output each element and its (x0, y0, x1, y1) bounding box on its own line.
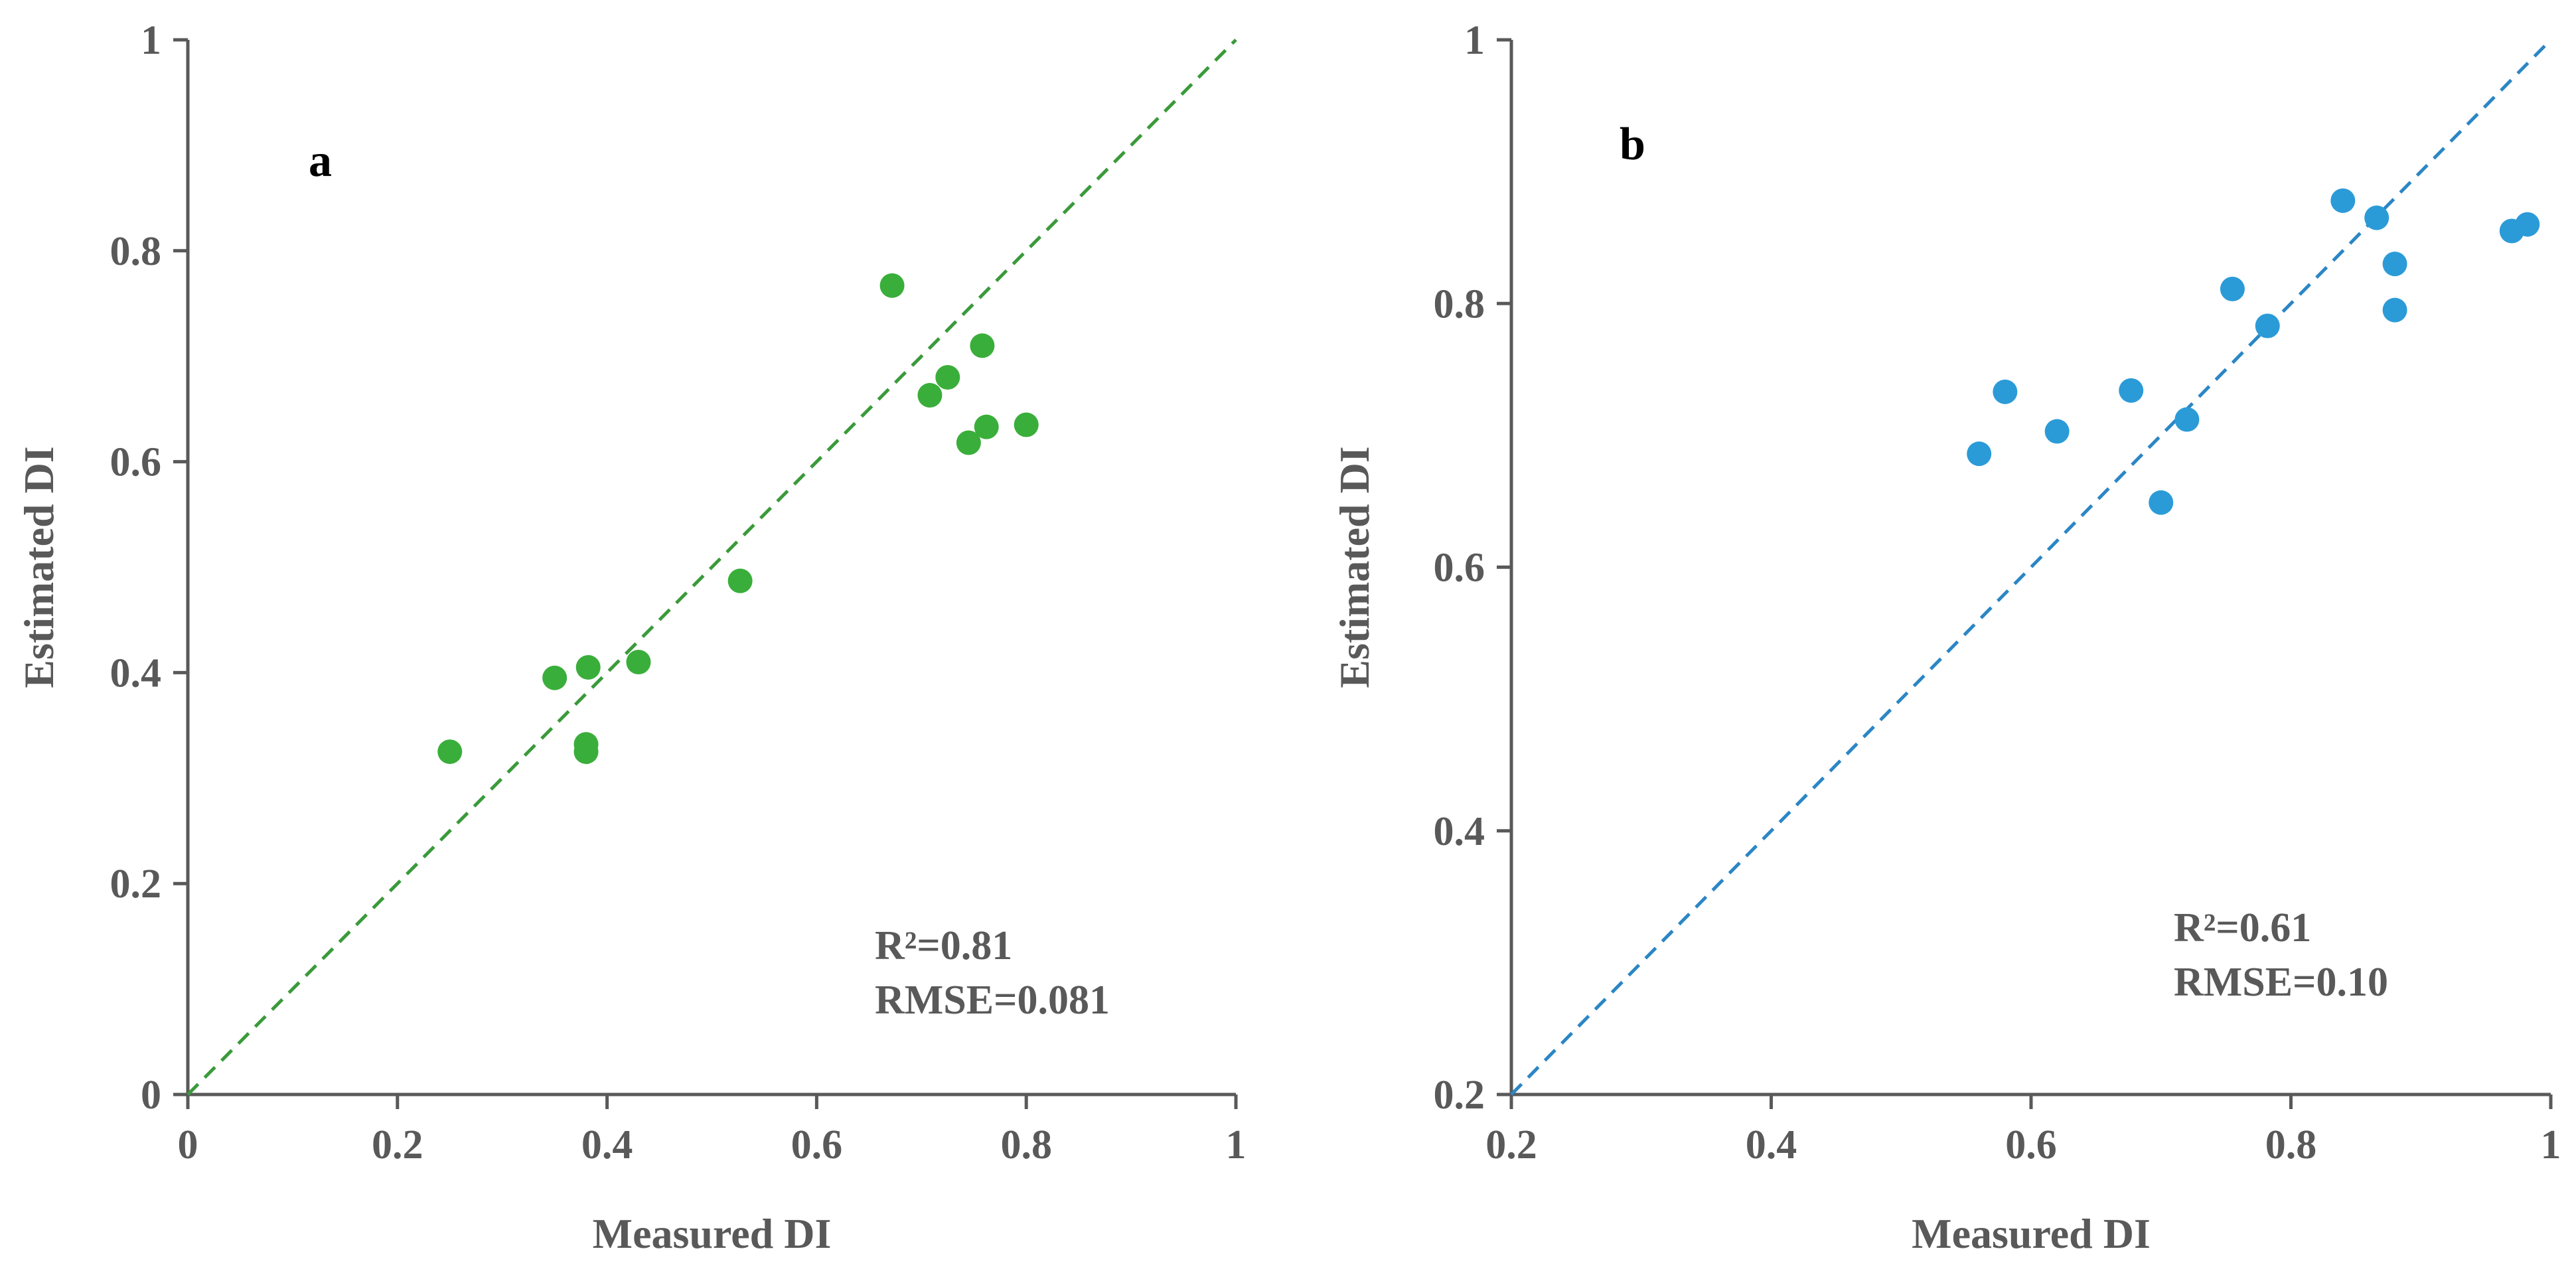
data-point (2382, 252, 2407, 277)
r-squared-annotation: R²=0.81 (875, 923, 1012, 968)
y-tick-label: 0 (141, 1073, 161, 1118)
data-point (2174, 407, 2200, 432)
y-tick-label: 0.6 (110, 440, 162, 485)
x-tick-label: 0.6 (2005, 1122, 2057, 1168)
data-point (1014, 412, 1039, 437)
data-point (974, 414, 999, 439)
x-tick-label: 0.8 (1000, 1122, 1052, 1168)
data-point (2149, 490, 2174, 515)
data-point (956, 430, 981, 455)
data-point (879, 273, 905, 298)
panel-label: a (309, 135, 332, 187)
x-tick-label: 1 (2541, 1122, 2561, 1168)
r-squared-annotation: R²=0.61 (2174, 905, 2311, 950)
x-tick-label: 0.2 (372, 1122, 423, 1168)
x-tick-label: 0.2 (1485, 1122, 1537, 1168)
scatter-panel-a: 0 0.2 0.4 0.6 0.8 1 0 0.2 0.4 0.6 0.8 1 a R²=0.81 RMSE… (15, 18, 1247, 1257)
data-point (1993, 379, 2018, 404)
y-tick-label: 1 (1464, 18, 1485, 63)
panel-label: b (1620, 119, 1645, 170)
rmse-annotation: RMSE=0.10 (2174, 960, 2388, 1005)
data-point (970, 333, 995, 358)
y-tick-label: 1 (141, 18, 161, 63)
data-point (2382, 297, 2407, 323)
scatter-panel-b: 0.2 0.4 0.6 0.8 1 0.2 0.4 0.6 0.8 1 b R²=0.61 RMSE=0… (1331, 18, 2561, 1257)
data-point (917, 382, 943, 408)
data-point (1967, 441, 1992, 467)
data-point (2255, 313, 2280, 339)
x-tick-label: 1 (1226, 1122, 1247, 1168)
x-tick-label: 0.6 (791, 1122, 843, 1168)
x-axis-title: Measured DI (593, 1210, 832, 1257)
y-tick-label: 0.8 (1434, 281, 1485, 327)
rmse-annotation: RMSE=0.081 (875, 978, 1110, 1023)
data-point (2515, 212, 2540, 237)
data-point (2364, 205, 2389, 230)
reference-line (1510, 38, 2552, 1096)
data-point (573, 739, 599, 765)
x-axis-title: Measured DI (1912, 1210, 2151, 1257)
x-tick-label: 0 (178, 1122, 198, 1168)
data-point (542, 665, 568, 690)
data-point (626, 650, 651, 675)
x-tick-label: 0.4 (581, 1122, 633, 1168)
data-point (2220, 276, 2245, 301)
y-tick-label: 0.2 (1434, 1073, 1485, 1118)
y-tick-label: 0.2 (110, 862, 162, 907)
data-point (935, 364, 960, 390)
y-tick-label: 0.8 (110, 229, 162, 274)
data-point (2330, 188, 2356, 213)
data-point (575, 654, 601, 680)
data-point (727, 568, 753, 593)
data-point (2044, 419, 2070, 444)
y-tick-label: 0.4 (1434, 809, 1485, 854)
data-point (2119, 378, 2144, 403)
y-axis-title: Estimated DI (1331, 446, 1378, 688)
data-point (437, 739, 463, 765)
reference-line (187, 38, 1237, 1096)
y-axis-title: Estimated DI (15, 446, 62, 688)
y-tick-label: 0.6 (1434, 546, 1485, 591)
y-tick-label: 0.4 (110, 650, 162, 696)
x-tick-label: 0.4 (1746, 1122, 1797, 1168)
x-tick-label: 0.8 (2265, 1122, 2317, 1168)
